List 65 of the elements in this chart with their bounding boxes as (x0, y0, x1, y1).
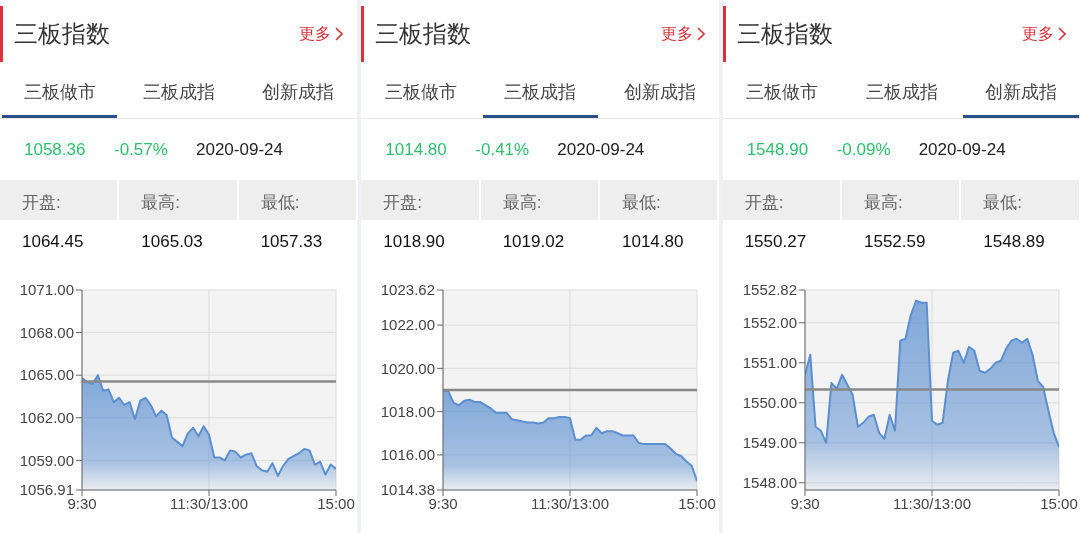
text: 三板成指 (503, 81, 578, 104)
text: 最高: (841, 180, 962, 220)
text: 创新成指 (261, 81, 336, 104)
text: 最低: (238, 180, 358, 220)
text: 开盘: (722, 180, 842, 220)
text: 开盘: (0, 180, 120, 220)
text: 三板做市 (384, 81, 458, 104)
x-tick-label: 11:30/13:00 (169, 494, 249, 512)
x-tick-label: 11:30/13:00 (892, 494, 971, 512)
y-tick-label: 1018.00 (381, 402, 436, 420)
text: 创新成指 (983, 81, 1058, 104)
chart-title: 三板指数 (736, 19, 833, 49)
text: 更多 (660, 24, 693, 44)
text: 最高: (480, 180, 600, 220)
y-tick-label: 1020.00 (381, 359, 436, 377)
text: 1065.03 (140, 232, 204, 252)
chart-title: 三板指数 (375, 19, 472, 49)
text: 1064.45 (21, 232, 85, 252)
text: 最高: (119, 180, 239, 220)
text: 1548.89 (982, 232, 1046, 252)
text: 1014.80 (385, 140, 447, 160)
y-tick-label: 1550.00 (742, 394, 797, 412)
y-tick-label: 1551.00 (742, 354, 797, 372)
y-tick-label: 1552.00 (742, 314, 797, 332)
text: 1014.80 (621, 232, 685, 252)
y-tick-label: 1068.00 (19, 323, 74, 341)
text: 1548.90 (746, 140, 809, 160)
y-tick-label: 1059.00 (19, 451, 74, 469)
x-tick-label: 11:30/13:00 (531, 494, 610, 512)
y-tick-label: 1065.00 (19, 366, 74, 384)
text: -0.09% (836, 140, 891, 160)
text: 三板做市 (22, 81, 97, 104)
y-tick-label: 1022.00 (381, 316, 436, 334)
x-tick-label: 15:00 (317, 494, 355, 512)
text: -0.41% (475, 140, 530, 160)
x-tick-label: 15:00 (1039, 494, 1078, 512)
text: 1019.02 (501, 232, 566, 252)
text: 开盘: (361, 180, 481, 220)
y-tick-label: 1071.00 (19, 281, 74, 299)
text: 三板成指 (142, 81, 216, 104)
text: 2020-09-24 (918, 140, 1006, 160)
x-tick-label: 9:30 (790, 494, 820, 512)
text: 三板做市 (745, 81, 820, 104)
text: 1057.33 (259, 232, 324, 252)
text: 1552.59 (863, 232, 927, 252)
y-tick-label: 1023.62 (381, 281, 436, 299)
text: 1550.27 (743, 232, 808, 252)
text: 最低: (961, 180, 1080, 220)
y-tick-label: 1549.00 (742, 434, 797, 452)
text: 2020-09-24 (557, 140, 645, 160)
x-tick-label: 15:00 (678, 494, 717, 512)
text: 三板成指 (864, 81, 939, 104)
y-tick-label: 1552.82 (742, 281, 797, 299)
text: 1058.36 (24, 140, 86, 160)
text: -0.57% (114, 140, 168, 160)
y-tick-label: 1062.00 (19, 409, 74, 427)
text: 更多 (299, 24, 332, 44)
text: 1018.90 (382, 232, 446, 252)
text: 更多 (1021, 24, 1054, 44)
text: 创新成指 (622, 81, 697, 104)
y-tick-label: 1016.00 (381, 446, 436, 464)
y-tick-label: 1548.00 (742, 474, 797, 492)
text: 最低: (599, 180, 720, 220)
text: 2020-09-24 (196, 140, 283, 160)
chart-title: 三板指数 (14, 19, 110, 49)
